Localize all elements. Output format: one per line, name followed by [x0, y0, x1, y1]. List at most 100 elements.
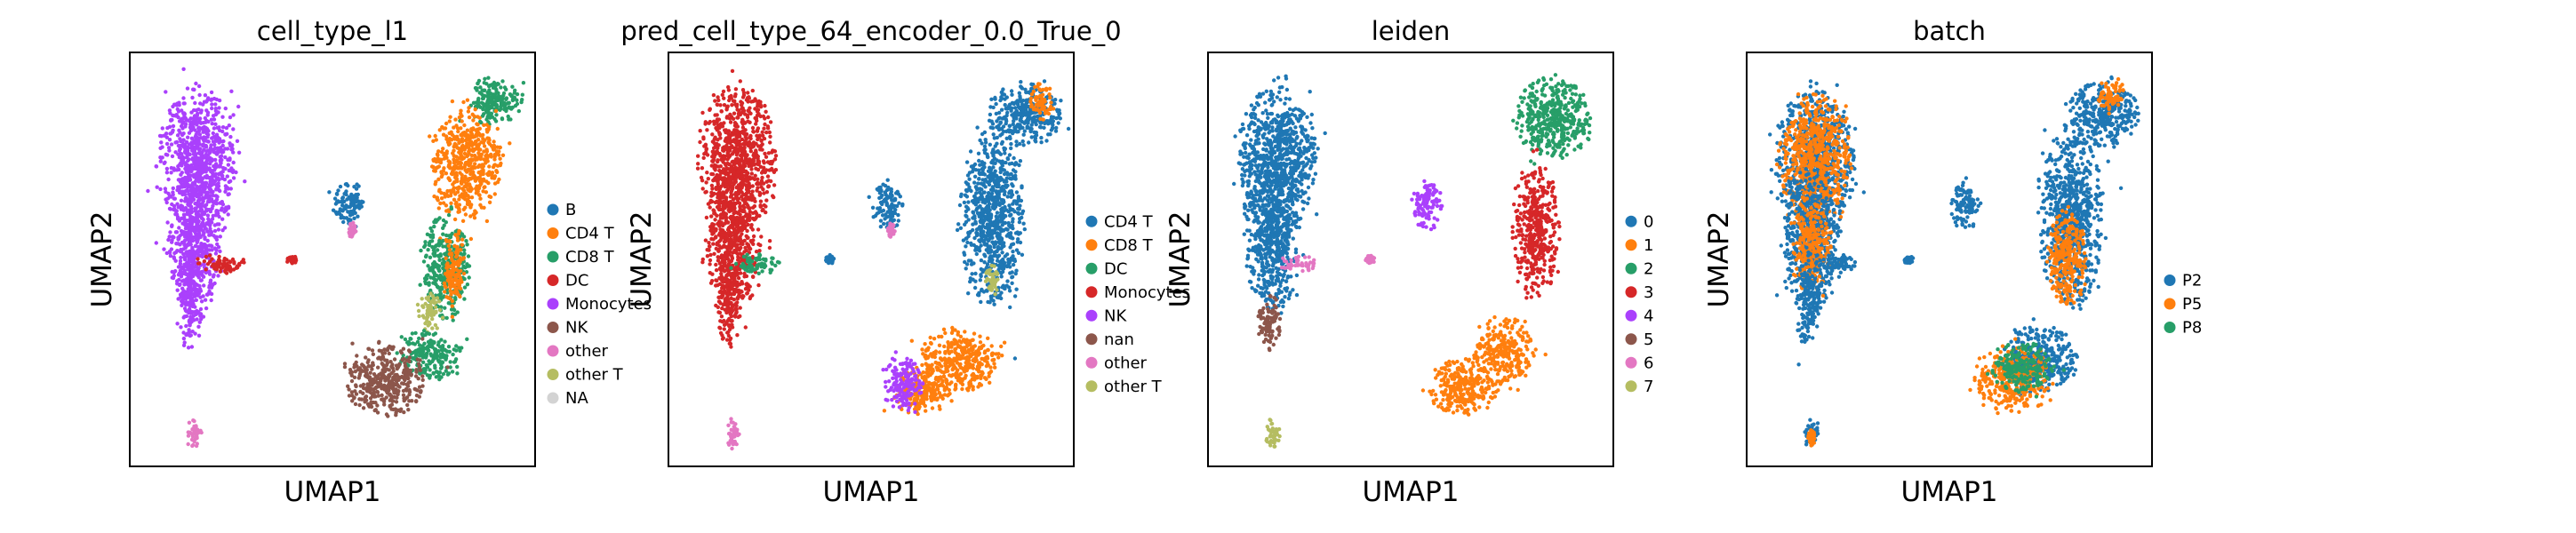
- scatter-point: [179, 123, 184, 129]
- scatter-point: [455, 126, 460, 131]
- scatter-point: [410, 399, 414, 403]
- scatter-point: [723, 185, 728, 189]
- scatter-point: [213, 107, 218, 111]
- scatter-point: [744, 131, 749, 137]
- scatter-point: [452, 217, 458, 222]
- scatter-point: [380, 362, 384, 366]
- scatter-point: [415, 302, 420, 307]
- scatter-point: [214, 186, 219, 191]
- scatter-point: [440, 352, 444, 356]
- scatter-point: [368, 396, 373, 401]
- scatter-point: [396, 392, 400, 397]
- scatter-point: [765, 174, 771, 179]
- scatter-point: [459, 268, 463, 274]
- scatter-point: [716, 138, 720, 142]
- scatter-point: [203, 93, 208, 98]
- scatter-point: [437, 128, 442, 132]
- scatter-point: [766, 115, 771, 120]
- scatter-point: [767, 168, 772, 172]
- scatter-point: [715, 241, 720, 245]
- scatter-point: [745, 291, 749, 296]
- scatter-point: [413, 353, 419, 357]
- scatter-point: [236, 104, 241, 109]
- scatter-point: [193, 188, 197, 193]
- scatter-point: [467, 115, 472, 120]
- scatter-point: [767, 239, 772, 243]
- scatter-point: [762, 161, 766, 165]
- scatter-point: [223, 189, 228, 194]
- scatter-point: [217, 128, 222, 132]
- scatter-point: [497, 177, 501, 182]
- scatter-point: [200, 188, 205, 193]
- scatter-point: [462, 248, 467, 252]
- scatter-point: [753, 115, 757, 121]
- scatter-point: [709, 171, 714, 177]
- scatter-point: [164, 141, 170, 147]
- scatter-point: [237, 263, 242, 267]
- scatter-point: [509, 93, 514, 98]
- scatter-point: [181, 131, 186, 136]
- x-axis-label: UMAP1: [284, 476, 380, 508]
- scatter-point: [713, 218, 717, 222]
- scatter-point: [729, 246, 733, 251]
- scatter-point: [722, 96, 726, 100]
- scatter-points: [695, 68, 1071, 451]
- scatter-point: [198, 203, 204, 207]
- scatter-point: [186, 254, 191, 259]
- scatter-point: [166, 237, 171, 243]
- scatter-point: [196, 170, 201, 175]
- scatter-point: [758, 191, 763, 196]
- scatter-point: [211, 182, 216, 187]
- scatter-point: [459, 180, 464, 186]
- scatter-point: [155, 185, 159, 189]
- scatter-point: [365, 360, 370, 365]
- scatter-point: [187, 420, 192, 425]
- scatter-point: [447, 239, 452, 243]
- scatter-point: [489, 152, 493, 157]
- scatter-point: [488, 100, 492, 105]
- scatter-point: [182, 239, 187, 243]
- scatter-point: [210, 257, 214, 261]
- scatter-point: [349, 378, 355, 384]
- scatter-point: [220, 125, 226, 130]
- scatter-point: [399, 407, 404, 411]
- scatter-point: [711, 242, 716, 246]
- scatter-point: [434, 165, 439, 171]
- scatter-point: [493, 108, 499, 114]
- scatter-point: [431, 269, 436, 274]
- scatter-point: [734, 104, 739, 109]
- scatter-point: [177, 119, 182, 123]
- scatter-point: [226, 163, 231, 167]
- scatter-point: [738, 238, 742, 243]
- scatter-point: [406, 348, 412, 353]
- scatter-point: [204, 306, 209, 311]
- scatter-point: [202, 259, 207, 264]
- scatter-point: [751, 234, 756, 239]
- scatter-point: [213, 201, 219, 205]
- scatter-point: [223, 269, 228, 274]
- scatter-point: [764, 155, 769, 159]
- scatter-point: [748, 106, 752, 110]
- scatter-point: [223, 184, 228, 188]
- scatter-point: [222, 226, 228, 230]
- scatter-point: [717, 173, 722, 178]
- scatter-point: [224, 263, 229, 268]
- scatter-point: [327, 190, 332, 195]
- scatter-point: [184, 219, 188, 224]
- scatter-point: [446, 176, 451, 180]
- scatter-point: [732, 229, 737, 235]
- scatter-point: [746, 204, 750, 210]
- scatter-point: [741, 146, 746, 150]
- scatter-point: [700, 257, 705, 262]
- scatter-point: [704, 150, 708, 155]
- scatter-point: [364, 398, 369, 402]
- scatter-point: [228, 179, 233, 184]
- scatter-point: [180, 204, 185, 210]
- scatter-point: [387, 351, 391, 356]
- scatter-point: [452, 290, 456, 294]
- legend-label: NK: [565, 319, 588, 338]
- scatter-point: [714, 187, 719, 192]
- scatter-point: [340, 215, 345, 219]
- scatter-point: [172, 207, 177, 211]
- scatter-point: [188, 321, 193, 326]
